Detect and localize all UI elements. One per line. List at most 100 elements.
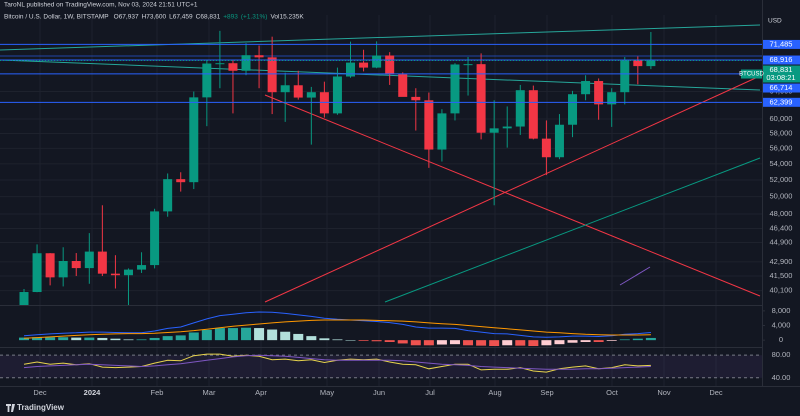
candle-body (502, 126, 512, 129)
candle-body (411, 96, 421, 101)
grid (0, 15, 762, 386)
y-tick-label: 42,900 (770, 257, 793, 266)
candle-body (646, 60, 656, 67)
x-tick-label: Dec (709, 388, 723, 397)
price-tag-label: 68,916 (770, 55, 793, 64)
x-tick-label: Mar (203, 388, 216, 397)
histogram-bar (58, 337, 69, 341)
histogram-bar (201, 329, 212, 341)
y-tick-label: 54,000 (770, 159, 793, 168)
y-tick-label: 8,000 (772, 306, 791, 315)
histogram-bar (645, 337, 656, 341)
candle-body (97, 251, 107, 274)
candle-body (137, 265, 147, 270)
histogram-bar (110, 338, 121, 341)
y-tick-label: 40.00 (772, 373, 791, 382)
candle-body (84, 251, 94, 269)
legend-value: Vol15.235K (270, 14, 304, 21)
trend-line (384, 157, 761, 303)
histogram-bar (19, 337, 29, 341)
x-tick-label: Oct (606, 388, 619, 397)
x-tick-label: Jul (425, 388, 435, 397)
candle-body (32, 253, 42, 293)
candle-body (123, 269, 133, 276)
histogram-bar (306, 336, 317, 341)
x-tick-label: Dec (33, 388, 47, 397)
candle-body (463, 64, 473, 66)
legend-value: +893 (223, 14, 238, 21)
candle-body (437, 113, 447, 150)
histogram-bar (332, 339, 343, 341)
histogram-bar (319, 338, 330, 341)
last-price-tag (763, 65, 800, 83)
histogram-bar (162, 336, 173, 341)
y-tick-label: 44,900 (770, 237, 793, 246)
histogram-bar (384, 340, 395, 342)
y-tick-label: 60,000 (770, 114, 793, 123)
histogram-bar (423, 340, 434, 346)
last-price-label: 68,831 (770, 65, 793, 74)
candle-body (424, 100, 434, 150)
candle-body (254, 55, 264, 58)
candle-body (607, 92, 617, 105)
candle-body (332, 76, 342, 114)
y-tick-label: 52,000 (770, 175, 793, 184)
indicator-line (23, 354, 651, 370)
candle-body (385, 55, 395, 75)
symbol-tag (741, 69, 762, 79)
histogram-bar (502, 340, 513, 346)
trend-line (0, 24, 761, 51)
histogram-bar (345, 340, 356, 341)
histogram-bar (606, 340, 617, 341)
x-tick-label: 2024 (84, 388, 102, 397)
histogram-bar (227, 328, 238, 341)
legend-value: O67,937 (114, 14, 139, 21)
y-tick-label: 50,000 (770, 192, 793, 201)
x-tick-label: Aug (488, 388, 501, 397)
y-tick-label: 41,500 (770, 271, 793, 280)
price-tag (763, 83, 800, 93)
histogram-bar (188, 332, 199, 341)
candle-body (19, 292, 29, 305)
trend-line (619, 266, 651, 286)
legend-value: C68,831 (196, 14, 221, 21)
legend-value: L67,459 (169, 14, 193, 21)
histogram-bar (84, 337, 95, 341)
histogram-bar (632, 338, 643, 341)
candle-body (359, 62, 369, 68)
histogram-bar (371, 340, 382, 342)
y-tick-label: 48,000 (770, 209, 793, 218)
histogram-bar (123, 339, 134, 341)
currency: USD (768, 18, 782, 25)
brand: TradingView (17, 403, 65, 412)
candle-body (306, 92, 316, 98)
indicator-line (23, 319, 651, 339)
price-axis (762, 0, 800, 392)
y-tick-label: 80.00 (772, 350, 791, 359)
panes (0, 30, 762, 379)
countdown: 03:08:21 (766, 73, 795, 82)
candle-body (176, 179, 186, 183)
candle-body (150, 211, 160, 266)
histogram-bar (293, 333, 304, 341)
symbol-title: Bitcoin / U.S. Dollar, 1W, BITSTAMP (4, 14, 109, 21)
histogram-bar (580, 340, 591, 342)
candle-body (541, 138, 551, 158)
candle-body (489, 128, 499, 133)
x-tick-label: May (320, 388, 334, 397)
histogram-bar (449, 340, 460, 345)
histogram-bar (97, 337, 108, 341)
candle-body (398, 74, 408, 97)
candle-body (71, 260, 81, 269)
histogram-bar (32, 337, 43, 341)
price-tag-label: 71,485 (770, 39, 793, 48)
candle-body (241, 55, 251, 71)
candle-body (215, 63, 225, 65)
price-tag-label: 62,399 (770, 97, 793, 106)
candle-body (372, 55, 382, 68)
y-tick-label: 56,000 (770, 143, 793, 152)
histogram-bar (554, 340, 565, 345)
histogram-bar (397, 340, 408, 344)
